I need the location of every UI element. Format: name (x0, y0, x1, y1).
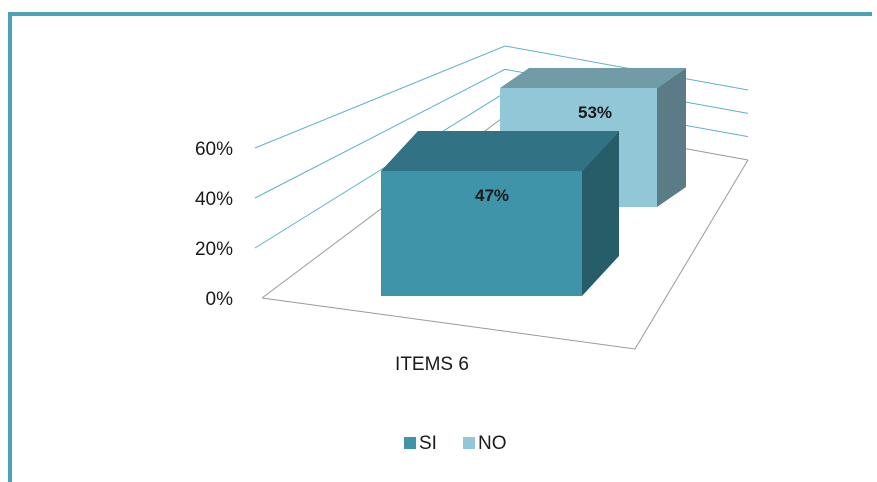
bar-side (582, 131, 619, 296)
bar-si (381, 131, 619, 296)
legend-label-no: NO (478, 433, 507, 454)
x-axis-categories: ITEMS 6 (395, 354, 469, 375)
data-label-no: 53% (578, 103, 612, 122)
bar-top (500, 68, 686, 88)
bar-side (657, 68, 686, 207)
y-axis-ticks: 0% 20% 40% 60% (195, 139, 233, 310)
bar-front (381, 171, 582, 296)
chart-frame (8, 12, 872, 482)
data-label-si: 47% (475, 186, 509, 205)
y-tick-label: 20% (195, 239, 233, 260)
legend-label-si: SI (419, 433, 437, 454)
y-tick-label: 60% (195, 139, 233, 160)
chart-floor (261, 159, 749, 350)
y-tick-label: 40% (195, 189, 233, 210)
legend-swatch-si (404, 437, 416, 449)
floor-edge (261, 159, 749, 350)
y-tick-label: 0% (206, 289, 234, 310)
bar-top (381, 131, 619, 171)
legend-swatch-no (463, 437, 475, 449)
legend: SI NO (404, 433, 507, 454)
category-label: ITEMS 6 (395, 354, 469, 375)
bars (381, 68, 686, 296)
data-labels: 53% 47% (475, 103, 612, 205)
